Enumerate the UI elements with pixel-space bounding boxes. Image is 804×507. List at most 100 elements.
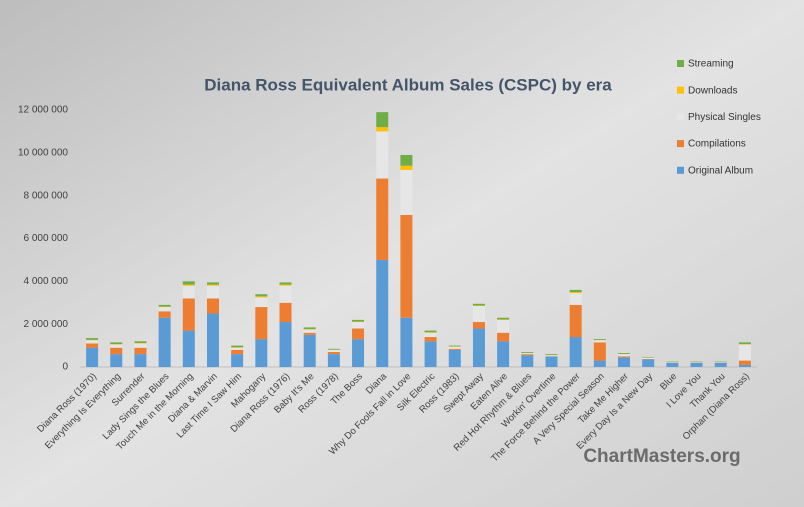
bar-segment (642, 358, 655, 360)
bar-segment (400, 214, 413, 318)
bar-segment (738, 344, 751, 361)
bar-segment (279, 322, 292, 367)
bar-segment (279, 282, 292, 285)
bar-segment (110, 344, 123, 348)
bar-segment (545, 355, 558, 357)
bar-segment (569, 337, 582, 367)
bar-segment (206, 284, 219, 286)
bar-segment (303, 334, 316, 367)
bar-segment (327, 354, 340, 367)
bar-segment (279, 302, 292, 323)
bar-segment (497, 332, 510, 342)
bar-segment (255, 297, 268, 308)
bar-segment (738, 364, 751, 367)
bar-segment (642, 359, 655, 367)
bar-segment (497, 341, 510, 367)
bar-segment (424, 337, 437, 342)
bar-segment (255, 339, 268, 367)
bar-segment (376, 131, 389, 179)
bar-segment (134, 347, 147, 355)
bar-segment (448, 346, 461, 349)
bar-segment (521, 354, 534, 356)
bar-segment (569, 289, 582, 293)
legend-swatch (677, 166, 684, 174)
bar-segment (86, 338, 99, 340)
bar-segment (182, 284, 195, 286)
bar-segment (593, 339, 606, 341)
bar-segment (472, 322, 485, 329)
bar-segment (303, 327, 316, 330)
legend-label: Streaming (688, 59, 734, 70)
bar-segment (618, 357, 631, 367)
bar-segment (158, 307, 171, 312)
bar-segment (134, 343, 147, 348)
bar-segment (231, 354, 244, 367)
bar-segment (545, 356, 558, 367)
legend-label: Downloads (688, 85, 737, 96)
bar-segment (472, 303, 485, 306)
bar-segment (327, 348, 340, 350)
bar-segment (448, 349, 461, 367)
bar-segment (86, 340, 99, 344)
y-tick-label: 8 000 000 (24, 190, 69, 201)
bar-segment (472, 328, 485, 367)
bar-segment (255, 296, 268, 298)
bar-segment (400, 317, 413, 367)
bar-segment (182, 298, 195, 331)
bar-segment (231, 349, 244, 355)
bar-segment (521, 355, 534, 367)
bar-segment (158, 317, 171, 367)
bar-segment (182, 330, 195, 367)
bar-segment (206, 282, 219, 285)
bar-segment (182, 285, 195, 299)
bar-segment (110, 354, 123, 367)
bar-segment (424, 330, 437, 333)
bar-segment (110, 342, 123, 345)
bar-segment (376, 112, 389, 128)
bar-segment (231, 345, 244, 348)
bar-segment (158, 304, 171, 307)
bar-segment (303, 332, 316, 335)
bar-segment (279, 285, 292, 303)
bar-segment (666, 362, 679, 367)
bar-segment (448, 348, 461, 350)
y-tick-label: 2 000 000 (24, 319, 69, 330)
bar-segment (714, 362, 727, 367)
bar-segment (206, 285, 219, 299)
bar-segment (738, 342, 751, 345)
bar-segment (206, 298, 219, 314)
y-tick-label: 12 000 000 (18, 105, 68, 116)
bar-segment (569, 304, 582, 338)
y-tick-label: 0 (62, 362, 68, 373)
bar-segment (327, 349, 340, 353)
bar-segment (618, 354, 631, 357)
legend-label: Physical Singles (688, 112, 761, 123)
legend-label: Compilations (688, 139, 746, 150)
bar-segment (255, 307, 268, 340)
bar-segment (593, 340, 606, 343)
bar-segment (255, 294, 268, 297)
bar-segment (400, 165, 413, 170)
legend-label: Original Album (688, 165, 753, 176)
bar-segment (545, 354, 558, 356)
bar-segment (86, 347, 99, 367)
bar-segment (182, 281, 195, 285)
bar-segment (569, 292, 582, 294)
bar-segment (400, 154, 413, 166)
bar-segment (593, 360, 606, 367)
bar-segment (521, 352, 534, 353)
bar-segment (86, 343, 99, 348)
bar-segment (472, 305, 485, 323)
bar-segment (618, 356, 631, 358)
bar-segment (327, 352, 340, 355)
bar-segment (158, 311, 171, 318)
bar-segment (352, 319, 365, 322)
bar-segment (376, 178, 389, 260)
bar-segment (376, 127, 389, 132)
watermark: ChartMasters.org (583, 446, 740, 467)
bar-segment (231, 347, 244, 350)
bar-segment (352, 322, 365, 329)
bar-segment (400, 169, 413, 215)
bar-segment (424, 332, 437, 338)
